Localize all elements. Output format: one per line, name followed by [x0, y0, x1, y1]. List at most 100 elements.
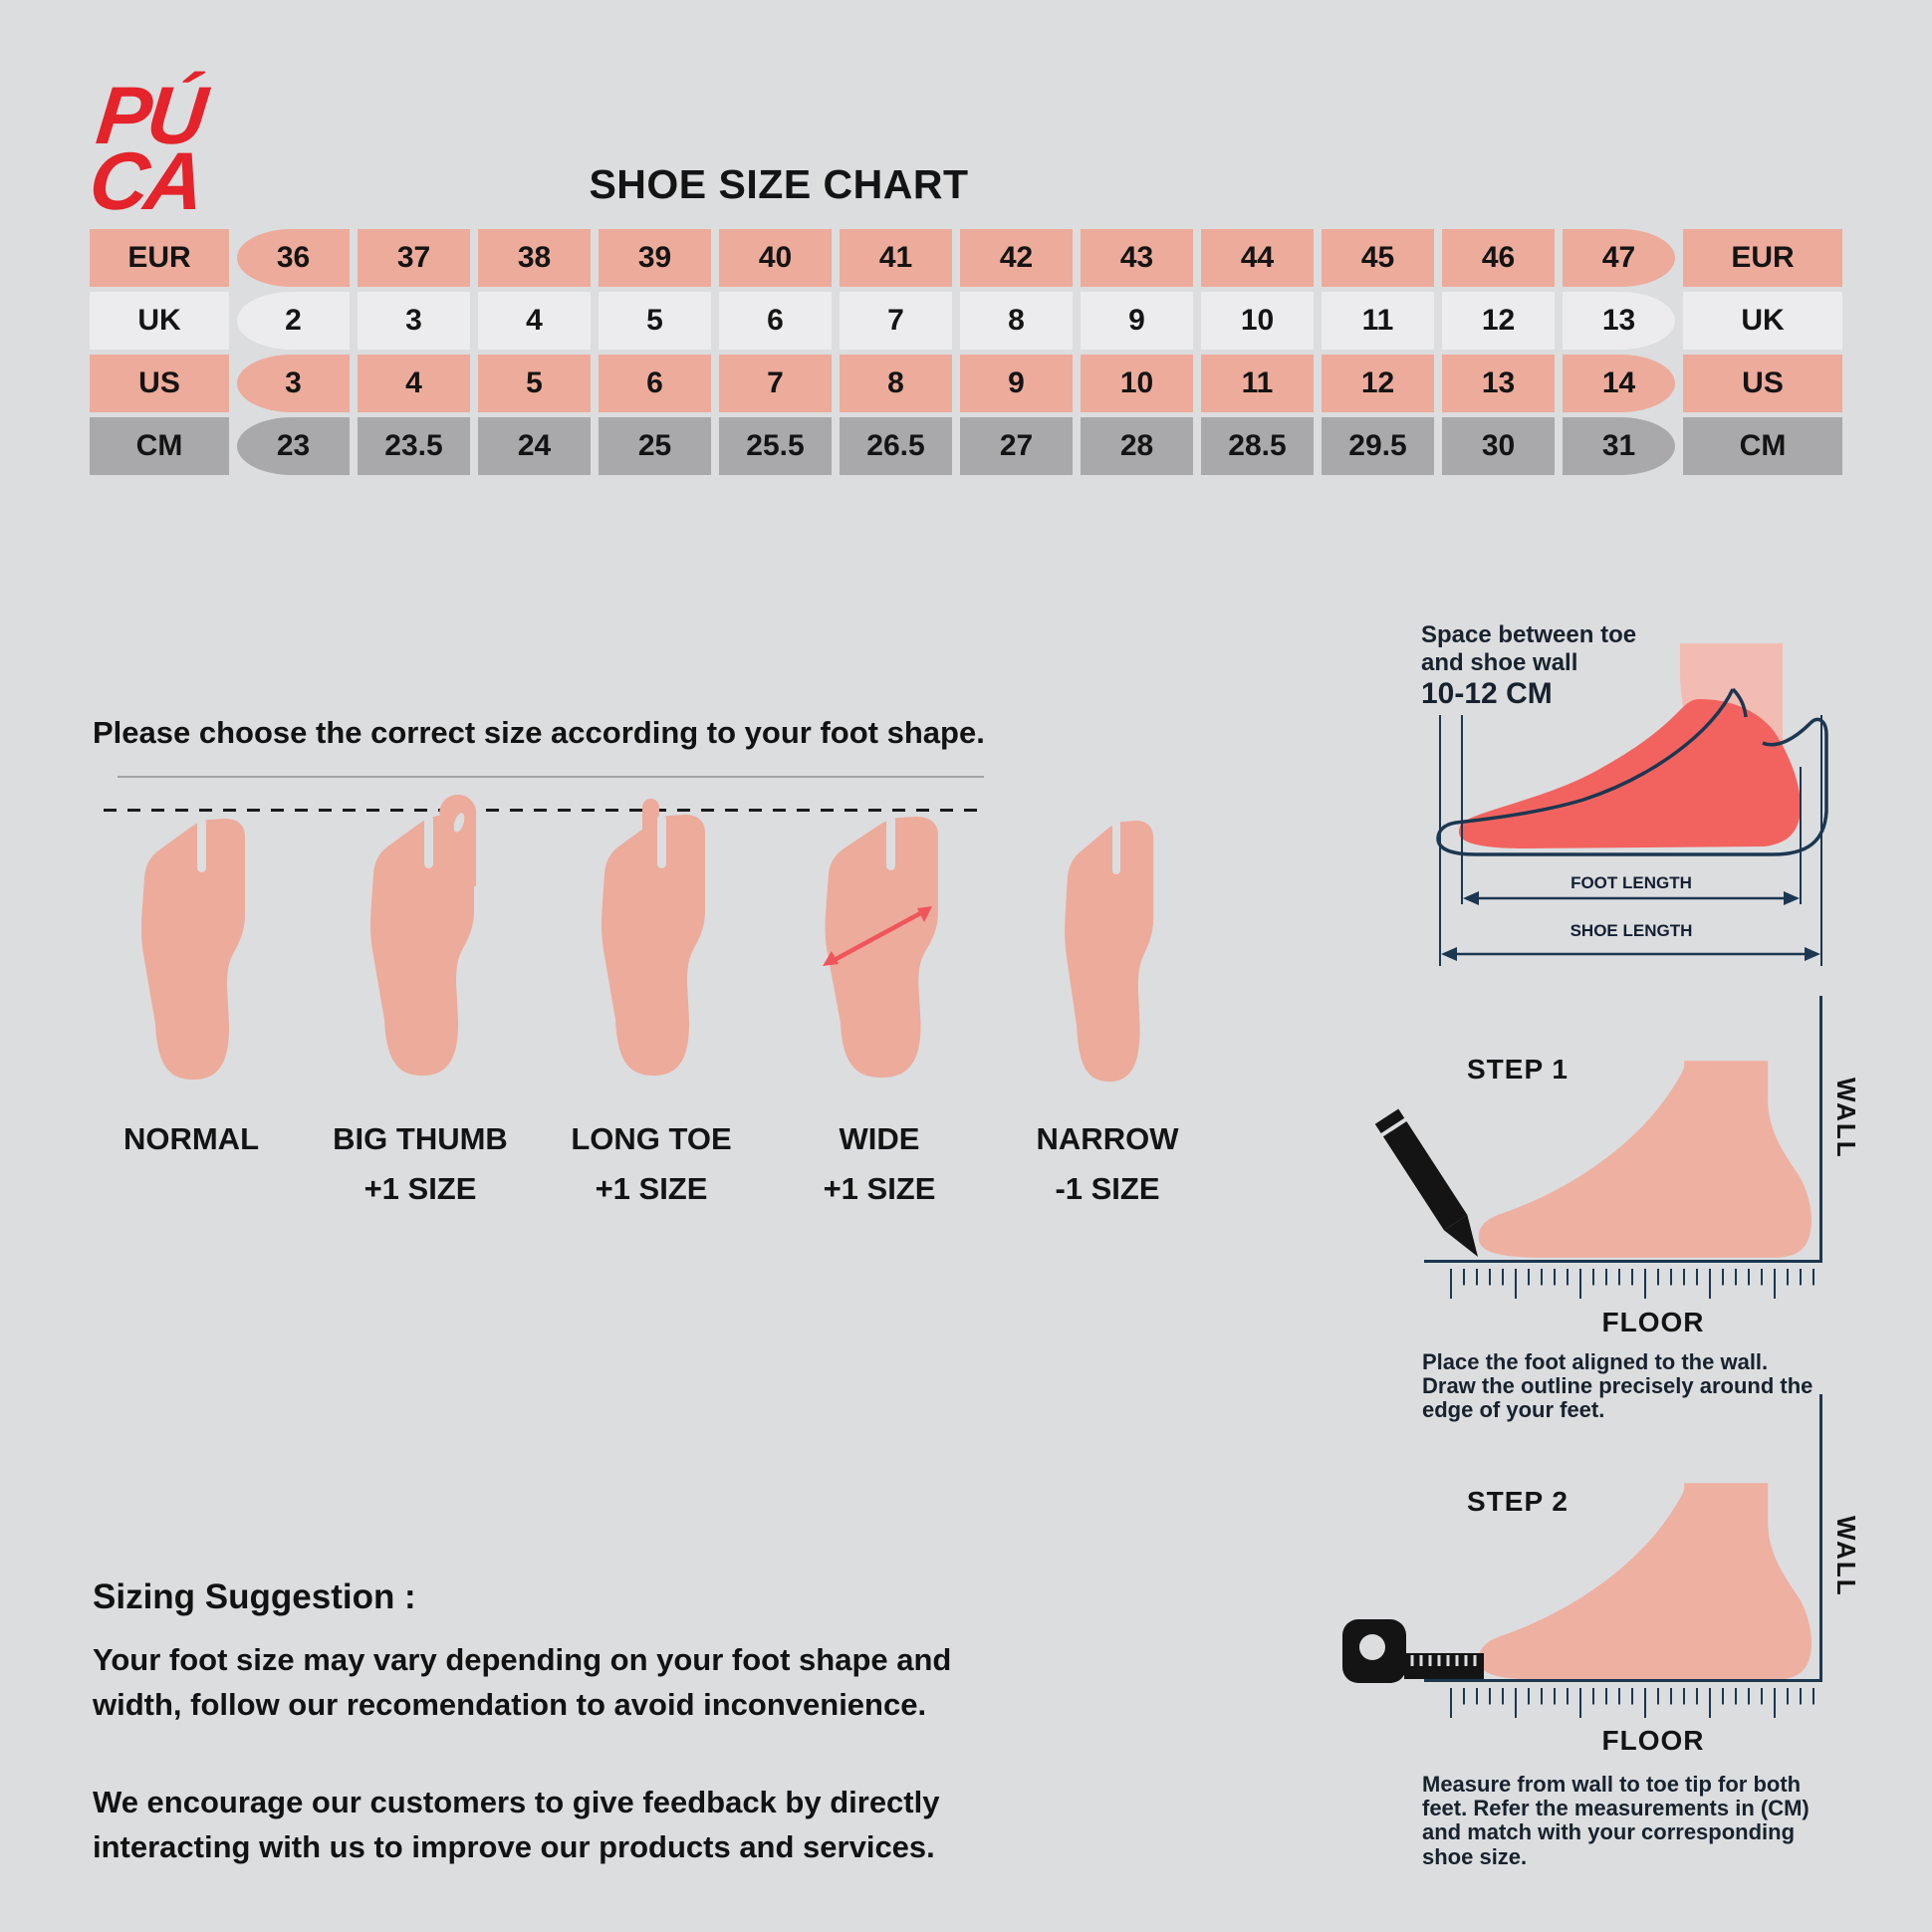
- size-cell: 39: [599, 229, 711, 287]
- size-cell: 2: [237, 292, 350, 350]
- pencil-icon: [1374, 1108, 1478, 1257]
- shape-label-narrow: NARROW: [1036, 1121, 1179, 1156]
- size-cell: 10: [1081, 355, 1193, 412]
- step1-foot-figure: [1478, 1061, 1812, 1258]
- foot-figure-big-thumb: [370, 795, 476, 1076]
- shoe-length-diagram: FOOT LENGTH SHOE LENGTH: [1436, 643, 1828, 966]
- size-cell: 13: [1442, 355, 1555, 412]
- step1-caption: Place the foot aligned to the wall. Draw…: [1422, 1349, 1813, 1423]
- separator-line: [118, 776, 984, 778]
- size-cell: 11: [1201, 355, 1314, 412]
- shoe-outline: [1436, 687, 1828, 856]
- size-cell: 43: [1081, 229, 1193, 287]
- size-row-label-left: EUR: [90, 229, 229, 287]
- size-cell: 36: [237, 229, 350, 287]
- step1-wall-line: [1819, 996, 1822, 1262]
- sizing-suggestion-heading: Sizing Suggestion :: [93, 1577, 416, 1616]
- step1-title: STEP 1: [1467, 1054, 1569, 1085]
- size-table: EUR 36 37 38 39 40 41 42 43 44 45 46 47 EUR UK 2 3 4 5 6 7 8 9…: [90, 229, 1842, 480]
- foot-inside-shoe: [1459, 699, 1801, 848]
- space-note: Space between toe and shoe wall: [1421, 621, 1637, 676]
- size-row-cm: CM 23 23.5 24 25 25.5 26.5 27 28 28.5 29.5 30 31 CM: [90, 417, 1842, 475]
- step2-wall-label: WALL: [1831, 1516, 1861, 1597]
- measure-guide-lines: [1439, 715, 1822, 966]
- brand-logo: PÚ CA: [85, 71, 210, 227]
- size-cell: 9: [960, 355, 1073, 412]
- size-row-label-right: US: [1683, 355, 1842, 412]
- size-cell: 42: [960, 229, 1073, 287]
- size-cell: 30: [1442, 417, 1555, 475]
- shape-note-wide: +1 SIZE: [823, 1171, 936, 1206]
- size-row-us: US 3 4 5 6 7 8 9 10 11 12 13 14 US: [90, 355, 1842, 412]
- step1-floor-label: FLOOR: [1601, 1307, 1705, 1337]
- step2-floor-line: [1424, 1679, 1822, 1682]
- shape-label-long-toe: LONG TOE: [571, 1121, 732, 1156]
- size-cell: 8: [840, 355, 952, 412]
- shoe-length-label: SHOE LENGTH: [1570, 921, 1693, 940]
- size-row-label-right: CM: [1683, 417, 1842, 475]
- step1-ruler-ticks: [1450, 1269, 1822, 1299]
- shape-note-long-toe: +1 SIZE: [595, 1171, 708, 1206]
- step2-caption: Measure from wall to toe tip for both fe…: [1422, 1772, 1810, 1869]
- size-row-label-right: UK: [1683, 292, 1842, 350]
- size-row-uk: UK 2 3 4 5 6 7 8 9 10 11 12 13 UK: [90, 292, 1842, 350]
- size-cell: 13: [1563, 292, 1675, 350]
- size-cell: 44: [1201, 229, 1314, 287]
- size-cell: 45: [1322, 229, 1434, 287]
- foot-figure-normal: [141, 819, 245, 1080]
- foot-shape-intro: Please choose the correct size according…: [93, 715, 985, 750]
- size-cell: 7: [719, 355, 832, 412]
- size-cell: 26.5: [840, 417, 952, 475]
- step2-foot-figure: [1478, 1483, 1812, 1680]
- size-cell: 25.5: [719, 417, 832, 475]
- size-row-label-left: UK: [90, 292, 229, 350]
- foot-figure-long-toe: [602, 799, 705, 1076]
- size-cell: 27: [960, 417, 1073, 475]
- size-cell: 7: [840, 292, 952, 350]
- size-cell: 31: [1563, 417, 1675, 475]
- shape-label-big-thumb: BIG THUMB: [333, 1121, 508, 1156]
- step2-wall-line: [1819, 1394, 1822, 1681]
- size-cell: 28.5: [1201, 417, 1314, 475]
- size-cell: 38: [478, 229, 591, 287]
- step1-floor-line: [1424, 1260, 1822, 1263]
- size-cell: 23.5: [358, 417, 470, 475]
- toe-guide-dashed-line: [104, 809, 988, 812]
- size-cell: 37: [358, 229, 470, 287]
- page-title: SHOE SIZE CHART: [589, 161, 969, 207]
- size-cell: 41: [840, 229, 952, 287]
- brand-logo-line2: CA: [85, 135, 205, 227]
- size-cell: 29.5: [1322, 417, 1434, 475]
- size-cell: 46: [1442, 229, 1555, 287]
- size-cell: 24: [478, 417, 591, 475]
- step2-floor-label: FLOOR: [1601, 1725, 1705, 1756]
- size-cell: 3: [237, 355, 350, 412]
- size-cell: 12: [1442, 292, 1555, 350]
- size-cell: 40: [719, 229, 832, 287]
- size-cell: 6: [719, 292, 832, 350]
- size-cell: 14: [1563, 355, 1675, 412]
- shape-note-big-thumb: +1 SIZE: [363, 1171, 477, 1206]
- foot-figure-narrow: [1065, 821, 1154, 1082]
- size-row-eur: EUR 36 37 38 39 40 41 42 43 44 45 46 47 EUR: [90, 229, 1842, 287]
- size-cell: 6: [599, 355, 711, 412]
- size-cell: 4: [478, 292, 591, 350]
- space-note-value: 10-12 CM: [1421, 677, 1553, 710]
- size-cell: 5: [599, 292, 711, 350]
- shape-label-normal: NORMAL: [122, 1121, 260, 1156]
- step2-title: STEP 2: [1467, 1486, 1569, 1517]
- size-row-label-left: CM: [90, 417, 229, 475]
- size-cell: 23: [237, 417, 350, 475]
- size-cell: 47: [1563, 229, 1675, 287]
- foot-length-label: FOOT LENGTH: [1570, 873, 1692, 892]
- tape-measure-icon: [1342, 1619, 1484, 1683]
- size-cell: 9: [1081, 292, 1193, 350]
- size-cell: 10: [1201, 292, 1314, 350]
- size-cell: 11: [1322, 292, 1434, 350]
- sizing-suggestion-para1: Your foot size may vary depending on you…: [93, 1642, 952, 1722]
- foot-figure-wide: [823, 817, 938, 1078]
- size-cell: 12: [1322, 355, 1434, 412]
- step2-ruler-ticks: [1450, 1688, 1822, 1718]
- size-cell: 5: [478, 355, 591, 412]
